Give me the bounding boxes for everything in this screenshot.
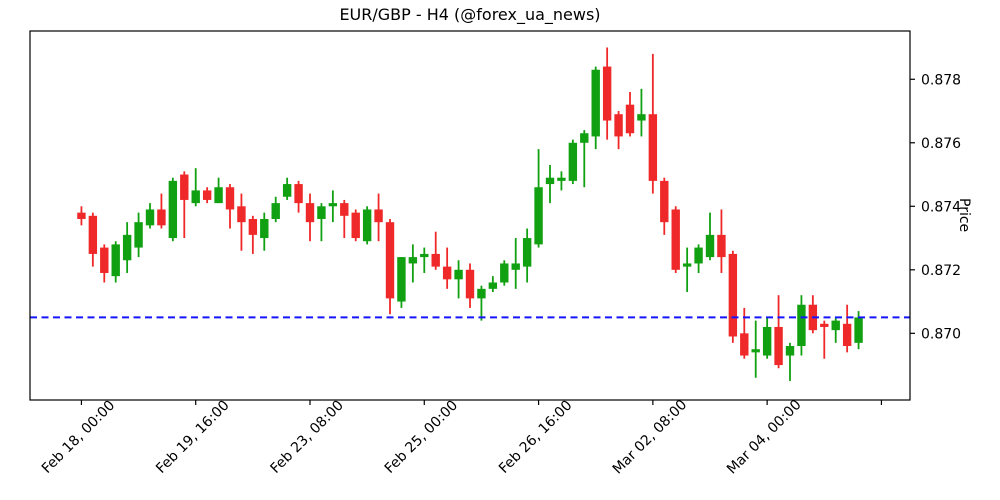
x-tick-label: Mar 02, 08:00 xyxy=(610,397,691,478)
candle-body xyxy=(168,180,178,239)
x-tick-label: Feb 25, 00:00 xyxy=(382,397,461,476)
candle-body xyxy=(294,184,303,204)
candle-body xyxy=(145,209,155,226)
candle-body xyxy=(671,209,680,270)
candle-body xyxy=(545,177,555,185)
candle-body xyxy=(682,263,692,267)
candle-body xyxy=(625,104,635,134)
chart-title: EUR/GBP - H4 (@forex_ua_news) xyxy=(339,5,601,24)
candle-body xyxy=(397,257,406,302)
candle-body xyxy=(511,263,520,270)
y-tick-label: 0.874 xyxy=(921,199,961,215)
candle-body xyxy=(237,206,246,223)
x-tick-label: Feb 18, 00:00 xyxy=(39,397,118,476)
price-axis-label: Price xyxy=(956,198,972,233)
candle-body xyxy=(797,304,806,347)
candle-body xyxy=(762,326,772,356)
candle-body xyxy=(465,269,475,299)
candle-body xyxy=(637,114,646,121)
candle-body xyxy=(568,142,578,181)
candle-body xyxy=(557,177,566,181)
candle-body xyxy=(317,206,326,219)
candle-body xyxy=(362,209,372,242)
candle-body xyxy=(740,333,749,356)
candle-body xyxy=(248,218,258,235)
candle-body xyxy=(157,209,166,226)
candle-body xyxy=(580,133,589,143)
candle-body xyxy=(420,253,429,258)
candle-body xyxy=(728,253,738,337)
candle-body xyxy=(340,203,349,216)
x-tick-label: Feb 26, 16:00 xyxy=(496,397,575,476)
plot-border xyxy=(29,30,911,401)
candle-body xyxy=(202,190,212,200)
candle-body xyxy=(328,203,338,207)
y-tick-label: 0.872 xyxy=(921,263,961,279)
candle-body xyxy=(774,326,783,366)
candle-body xyxy=(831,320,840,331)
candle-body xyxy=(820,323,829,327)
candle-body xyxy=(500,263,509,283)
candle-body xyxy=(842,323,852,347)
candle-body xyxy=(717,234,726,258)
y-tick-label: 0.870 xyxy=(921,326,961,342)
x-tick-label: Mar 04, 00:00 xyxy=(724,397,805,478)
candle-body xyxy=(454,269,463,280)
candle-body xyxy=(100,247,109,273)
candle-body xyxy=(602,66,612,121)
candle-body xyxy=(271,203,280,219)
candle-body xyxy=(694,247,703,264)
candle-body xyxy=(614,114,623,137)
candle-body xyxy=(854,317,863,343)
candle-body xyxy=(534,187,543,245)
y-tick-label: 0.878 xyxy=(921,72,961,88)
candle-body xyxy=(351,212,360,239)
candle-body xyxy=(477,288,486,299)
candle-body xyxy=(374,209,383,223)
candle-body xyxy=(305,203,315,223)
candle-body xyxy=(225,187,235,210)
candle-body xyxy=(122,234,132,261)
candle-body xyxy=(134,222,143,248)
candle-body xyxy=(785,346,795,356)
candle-body xyxy=(751,349,760,353)
candle-body xyxy=(260,218,269,239)
candle-body xyxy=(660,180,669,223)
candle-body xyxy=(488,282,498,289)
candle-body xyxy=(111,244,120,277)
candle-body xyxy=(282,184,292,197)
candle-body xyxy=(408,257,418,264)
candle-body xyxy=(77,212,86,219)
x-tick-label: Feb 19, 16:00 xyxy=(153,397,232,476)
candle-body xyxy=(385,222,395,299)
candle-body xyxy=(431,253,440,267)
candle-body xyxy=(88,215,98,254)
candle-body xyxy=(705,234,715,258)
y-tick-label: 0.876 xyxy=(921,136,961,152)
candle-body xyxy=(214,187,223,204)
x-tick-label: Feb 23, 08:00 xyxy=(267,397,346,476)
candle-body xyxy=(442,266,452,280)
candle-body xyxy=(522,238,532,267)
candle-body xyxy=(180,174,189,200)
candle-body xyxy=(591,69,600,137)
candle-body xyxy=(648,114,658,181)
candle-body xyxy=(191,190,200,204)
